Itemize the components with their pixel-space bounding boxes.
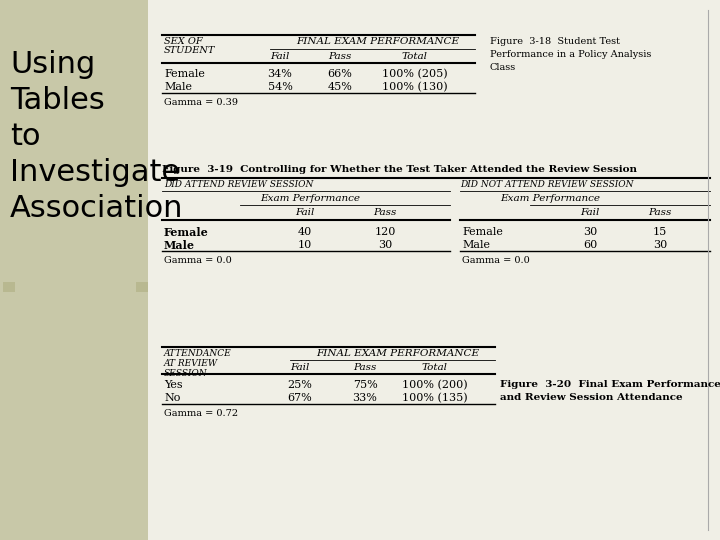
Text: 100% (200): 100% (200) — [402, 380, 468, 390]
Text: Female: Female — [164, 69, 205, 79]
Text: Association: Association — [10, 194, 184, 223]
Text: Fail: Fail — [290, 363, 310, 372]
Text: DID NOT ATTEND REVIEW SESSION: DID NOT ATTEND REVIEW SESSION — [460, 180, 634, 189]
Text: Yes: Yes — [164, 380, 183, 390]
Text: Female: Female — [164, 227, 209, 238]
Text: 100% (205): 100% (205) — [382, 69, 448, 79]
Text: 33%: 33% — [353, 393, 377, 403]
Text: FINAL EXAM PERFORMANCE: FINAL EXAM PERFORMANCE — [316, 349, 479, 358]
Text: 75%: 75% — [353, 380, 377, 390]
Text: Total: Total — [422, 363, 448, 372]
Text: 120: 120 — [374, 227, 396, 237]
Text: 100% (135): 100% (135) — [402, 393, 468, 403]
Text: Exam Performance: Exam Performance — [500, 194, 600, 203]
Text: 100% (130): 100% (130) — [382, 82, 448, 92]
Text: Male: Male — [462, 240, 490, 250]
Text: Pass: Pass — [373, 208, 397, 217]
Text: Gamma = 0.72: Gamma = 0.72 — [164, 409, 238, 418]
Text: FINAL EXAM PERFORMANCE: FINAL EXAM PERFORMANCE — [296, 37, 459, 46]
Text: Tables: Tables — [10, 86, 104, 115]
Text: 10: 10 — [298, 240, 312, 250]
Text: Gamma = 0.39: Gamma = 0.39 — [164, 98, 238, 107]
Text: Pass: Pass — [648, 208, 672, 217]
Text: Figure  3-18  Student Test
Performance in a Policy Analysis
Class: Figure 3-18 Student Test Performance in … — [490, 37, 652, 72]
Text: Figure  3-20  Final Exam Performance
and Review Session Attendance: Figure 3-20 Final Exam Performance and R… — [500, 380, 720, 402]
Text: Using: Using — [10, 50, 95, 79]
Text: AT REVIEW: AT REVIEW — [164, 359, 218, 368]
Text: 60: 60 — [583, 240, 597, 250]
Text: 25%: 25% — [287, 380, 312, 390]
Text: 15: 15 — [653, 227, 667, 237]
Text: 45%: 45% — [328, 82, 352, 92]
Text: 66%: 66% — [328, 69, 352, 79]
Text: Figure  3-19  Controlling for Whether the Test Taker Attended the Review Session: Figure 3-19 Controlling for Whether the … — [162, 165, 637, 174]
Text: ATTENDANCE: ATTENDANCE — [164, 349, 232, 358]
Text: Gamma = 0.0: Gamma = 0.0 — [164, 256, 232, 265]
Text: Pass: Pass — [354, 363, 377, 372]
Text: Fail: Fail — [580, 208, 600, 217]
Text: 34%: 34% — [268, 69, 292, 79]
Text: Fail: Fail — [295, 208, 315, 217]
Text: Fail: Fail — [270, 52, 289, 61]
Text: SEX OF: SEX OF — [164, 37, 202, 46]
Text: to: to — [10, 122, 40, 151]
Text: Investigate: Investigate — [10, 158, 180, 187]
Text: No: No — [164, 393, 181, 403]
Text: DID ATTEND REVIEW SESSION: DID ATTEND REVIEW SESSION — [164, 180, 313, 189]
Text: STUDENT: STUDENT — [164, 46, 215, 55]
Text: SESSION: SESSION — [164, 369, 207, 378]
Text: 30: 30 — [583, 227, 597, 237]
Text: 30: 30 — [378, 240, 392, 250]
Text: Pass: Pass — [328, 52, 351, 61]
Text: 30: 30 — [653, 240, 667, 250]
Text: Gamma = 0.0: Gamma = 0.0 — [462, 256, 530, 265]
Bar — [136, 282, 148, 292]
Text: Exam Performance: Exam Performance — [260, 194, 360, 203]
Text: 54%: 54% — [268, 82, 292, 92]
Text: Male: Male — [164, 240, 195, 251]
Text: Male: Male — [164, 82, 192, 92]
Bar — [3, 282, 15, 292]
Text: 67%: 67% — [287, 393, 312, 403]
Text: 40: 40 — [298, 227, 312, 237]
Text: Female: Female — [462, 227, 503, 237]
FancyBboxPatch shape — [0, 0, 148, 540]
Text: Total: Total — [402, 52, 428, 61]
